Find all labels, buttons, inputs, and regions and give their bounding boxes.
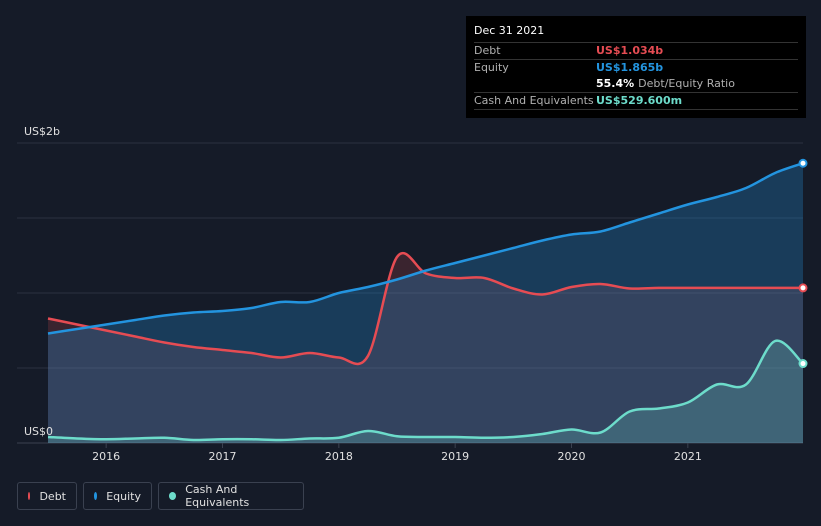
chart-areas — [48, 163, 803, 443]
y-axis-label-top: US$2b — [24, 125, 60, 138]
tooltip-row-equity: Equity US$1.865b — [474, 59, 798, 76]
tooltip-ratio-value: 55.4% — [596, 77, 635, 90]
x-tick-label: 2019 — [441, 450, 469, 463]
tooltip-row-cash: Cash And Equivalents US$529.600m — [474, 92, 798, 110]
legend-cash-label: Cash And Equivalents — [185, 483, 250, 509]
tooltip-row-debt: Debt US$1.034b — [474, 42, 798, 59]
y-axis-label-bottom: US$0 — [24, 425, 53, 438]
legend-item-cash[interactable]: Cash And Equivalents — [158, 482, 304, 510]
cash-line — [47, 339, 804, 442]
gridlines — [17, 142, 803, 444]
chart-lines — [47, 162, 804, 442]
cash-area — [48, 340, 803, 443]
tooltip-equity-label: Equity — [474, 61, 509, 74]
equity-dot-icon — [94, 492, 98, 500]
x-tick-label: 2017 — [208, 450, 236, 463]
tooltip-debt-value: US$1.034b — [596, 44, 664, 57]
cash-endpoint-marker — [798, 359, 808, 369]
debt-area — [48, 253, 803, 443]
x-tick-label: 2016 — [92, 450, 120, 463]
chart-endpoints — [798, 158, 808, 369]
tooltip-ratio-label: Debt/Equity Ratio — [638, 77, 735, 90]
legend-debt-label: Debt — [39, 489, 66, 503]
legend-equity-label: Equity — [106, 489, 141, 503]
tooltip-row-ratio: 55.4% Debt/Equity Ratio — [474, 76, 798, 92]
x-tick-label: 2020 — [557, 450, 585, 463]
debt-line — [47, 252, 803, 366]
tooltip-cash-label: Cash And Equivalents — [474, 94, 594, 107]
debt-dot-icon — [28, 492, 31, 500]
legend-item-debt[interactable]: Debt — [17, 482, 77, 510]
tooltip-equity-value: US$1.865b — [596, 61, 664, 74]
equity-endpoint-marker — [798, 158, 808, 168]
tooltip-cash-value: US$529.600m — [596, 94, 683, 107]
tooltip-date: Dec 31 2021 — [474, 24, 545, 37]
debt-endpoint-marker — [798, 283, 808, 293]
tooltip-panel: Dec 31 2021 Debt US$1.034b Equity US$1.8… — [466, 16, 806, 118]
equity-area — [48, 163, 803, 443]
equity-line — [47, 162, 804, 335]
cash-dot-icon — [169, 492, 177, 500]
x-tick-label: 2018 — [325, 450, 353, 463]
x-tick-label: 2021 — [674, 450, 702, 463]
x-axis-ticks: 2016 2017 2018 2019 2020 2021 — [92, 443, 702, 463]
legend-item-equity[interactable]: Equity — [83, 482, 152, 510]
tooltip-debt-label: Debt — [474, 44, 501, 57]
